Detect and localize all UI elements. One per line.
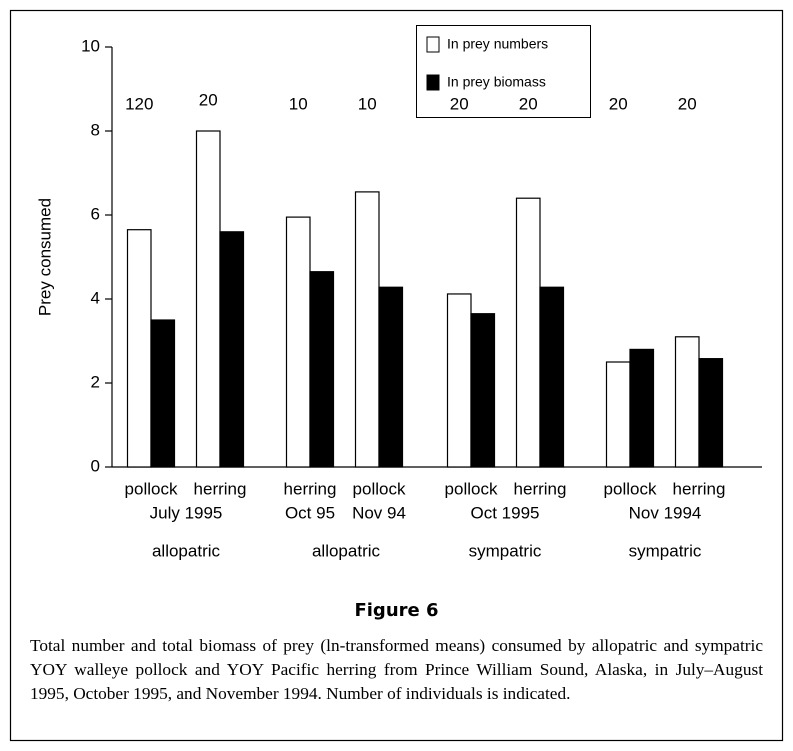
bar <box>378 286 404 468</box>
bar <box>539 286 565 468</box>
x-group-label: sympatric <box>629 541 702 560</box>
bar <box>674 336 700 468</box>
sample-size: 10 <box>358 94 377 113</box>
bar <box>470 313 496 468</box>
bar <box>515 197 541 468</box>
figure-caption: Total number and total biomass of prey (… <box>30 636 763 703</box>
bar <box>285 216 311 468</box>
x-group-label: allopatric <box>312 541 381 560</box>
x-tick-label: herring <box>284 479 337 498</box>
legend-swatch <box>426 36 440 53</box>
x-tick-label: pollock <box>353 479 406 498</box>
x-tick-label: herring <box>673 479 726 498</box>
x-sublabel: Nov 1994 <box>629 503 702 522</box>
x-sublabel: Oct 1995 <box>471 503 540 522</box>
bar <box>309 271 335 468</box>
sample-size: 20 <box>609 94 628 113</box>
bar <box>150 319 176 468</box>
x-tick-label: pollock <box>445 479 498 498</box>
x-group-label: allopatric <box>152 541 221 560</box>
legend-swatch <box>426 74 440 91</box>
y-tick-label: 6 <box>91 204 100 223</box>
sample-size: 20 <box>199 90 218 109</box>
legend-label: In prey numbers <box>447 36 548 52</box>
bar <box>629 348 655 468</box>
x-tick-label: herring <box>514 479 567 498</box>
x-sublabel: Oct 95 <box>285 503 335 522</box>
y-tick-label: 4 <box>91 288 100 307</box>
x-group-label: sympatric <box>469 541 542 560</box>
y-tick-label: 10 <box>81 36 100 55</box>
x-tick-label: pollock <box>604 479 657 498</box>
bar <box>354 191 380 468</box>
x-sublabel: July 1995 <box>150 503 223 522</box>
bar <box>605 361 631 468</box>
x-sublabel: Nov 94 <box>352 503 406 522</box>
sample-size: 20 <box>519 94 538 113</box>
sample-size: 20 <box>450 94 469 113</box>
bar <box>698 358 724 468</box>
bar <box>195 130 221 468</box>
legend-label: In prey biomass <box>447 74 546 90</box>
y-tick-label: 0 <box>91 456 100 475</box>
y-tick-label: 2 <box>91 372 100 391</box>
x-tick-label: pollock <box>125 479 178 498</box>
sample-size: 20 <box>678 94 697 113</box>
x-tick-label: herring <box>194 479 247 498</box>
bar <box>219 231 245 468</box>
sample-size: 120 <box>125 94 153 113</box>
bar <box>126 229 152 468</box>
sample-size: 10 <box>289 94 308 113</box>
figure-label: Figure 6 <box>354 600 439 621</box>
legend-box <box>416 25 591 118</box>
y-axis-label: Prey consumed <box>35 198 54 316</box>
frame <box>9 9 784 742</box>
bar <box>446 293 472 468</box>
y-tick-label: 8 <box>91 120 100 139</box>
